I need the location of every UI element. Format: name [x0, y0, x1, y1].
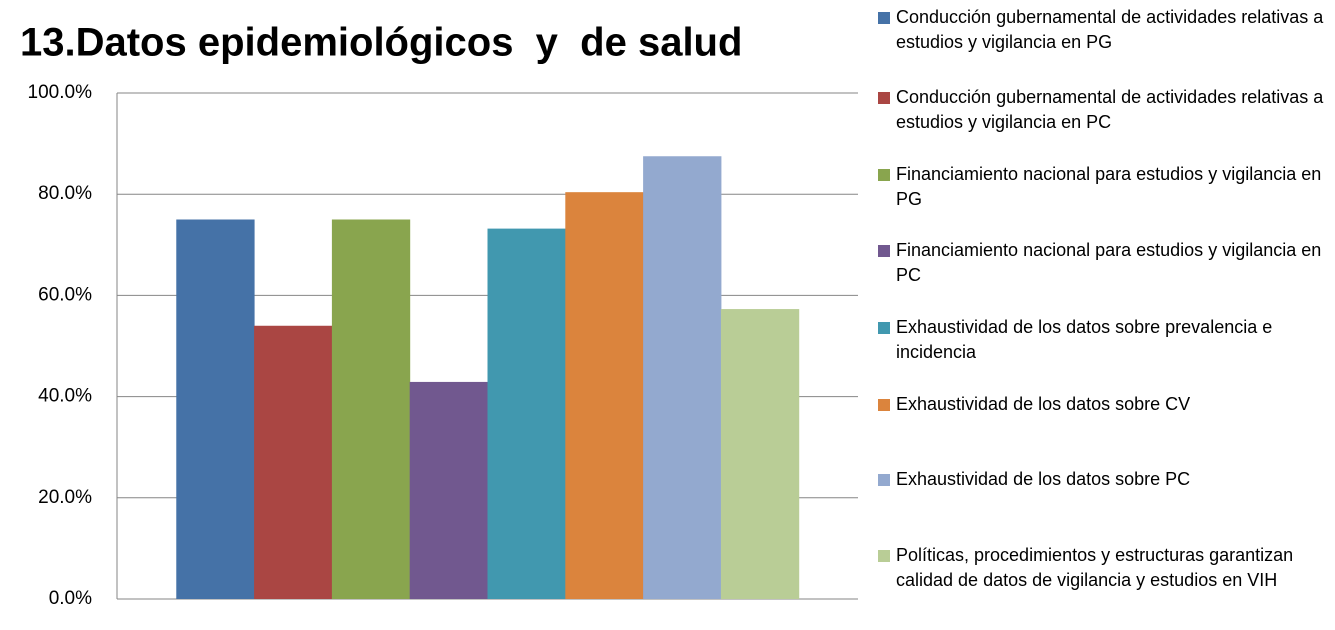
legend-item: Conducción gubernamental de actividades …	[878, 85, 1328, 135]
legend-swatch	[878, 169, 890, 181]
bar	[176, 219, 255, 599]
bar	[331, 219, 411, 599]
legend-swatch	[878, 399, 890, 411]
chart: 13.Datos epidemiológicos y de salud 0.0%…	[20, 21, 858, 609]
legend-label: Políticas, procedimientos y estructuras …	[896, 545, 1294, 590]
legend-label: Exhaustividad de los datos sobre CV	[896, 394, 1191, 414]
legend-label: Conducción gubernamental de actividades …	[896, 7, 1324, 52]
y-tick-label: 20.0%	[38, 487, 92, 508]
legend-item: Exhaustividad de los datos sobre prevale…	[878, 315, 1328, 365]
legend-swatch	[878, 322, 890, 334]
bar	[720, 309, 800, 599]
legend-label: Exhaustividad de los datos sobre prevale…	[896, 317, 1273, 362]
legend-item: Exhaustividad de los datos sobre PC	[878, 467, 1328, 492]
bar	[565, 192, 644, 599]
y-tick-label: 60.0%	[38, 284, 92, 305]
bar	[254, 325, 333, 599]
legend-swatch	[878, 245, 890, 257]
y-tick-label: 80.0%	[38, 183, 92, 204]
bar	[487, 228, 566, 599]
legend-swatch	[878, 550, 890, 562]
bar	[643, 156, 722, 599]
legend-item: Exhaustividad de los datos sobre CV	[878, 392, 1328, 417]
y-tick-label: 0.0%	[49, 588, 92, 609]
y-tick-label: 100.0%	[28, 82, 93, 103]
bar	[409, 381, 488, 599]
legend-swatch	[878, 92, 890, 104]
legend-swatch	[878, 12, 890, 24]
legend-label: Financiamiento nacional para estudios y …	[896, 240, 1322, 285]
legend-item: Financiamiento nacional para estudios y …	[878, 238, 1328, 288]
chart-title: 13.Datos epidemiológicos y de salud	[20, 21, 742, 65]
legend-item: Conducción gubernamental de actividades …	[878, 5, 1328, 55]
legend-item: Financiamiento nacional para estudios y …	[878, 162, 1328, 212]
legend-label: Conducción gubernamental de actividades …	[896, 87, 1324, 132]
legend-label: Exhaustividad de los datos sobre PC	[896, 469, 1191, 489]
legend-swatch	[878, 474, 890, 486]
y-tick-label: 40.0%	[38, 386, 92, 407]
legend-item: Políticas, procedimientos y estructuras …	[878, 543, 1328, 593]
legend-label: Financiamiento nacional para estudios y …	[896, 164, 1322, 209]
